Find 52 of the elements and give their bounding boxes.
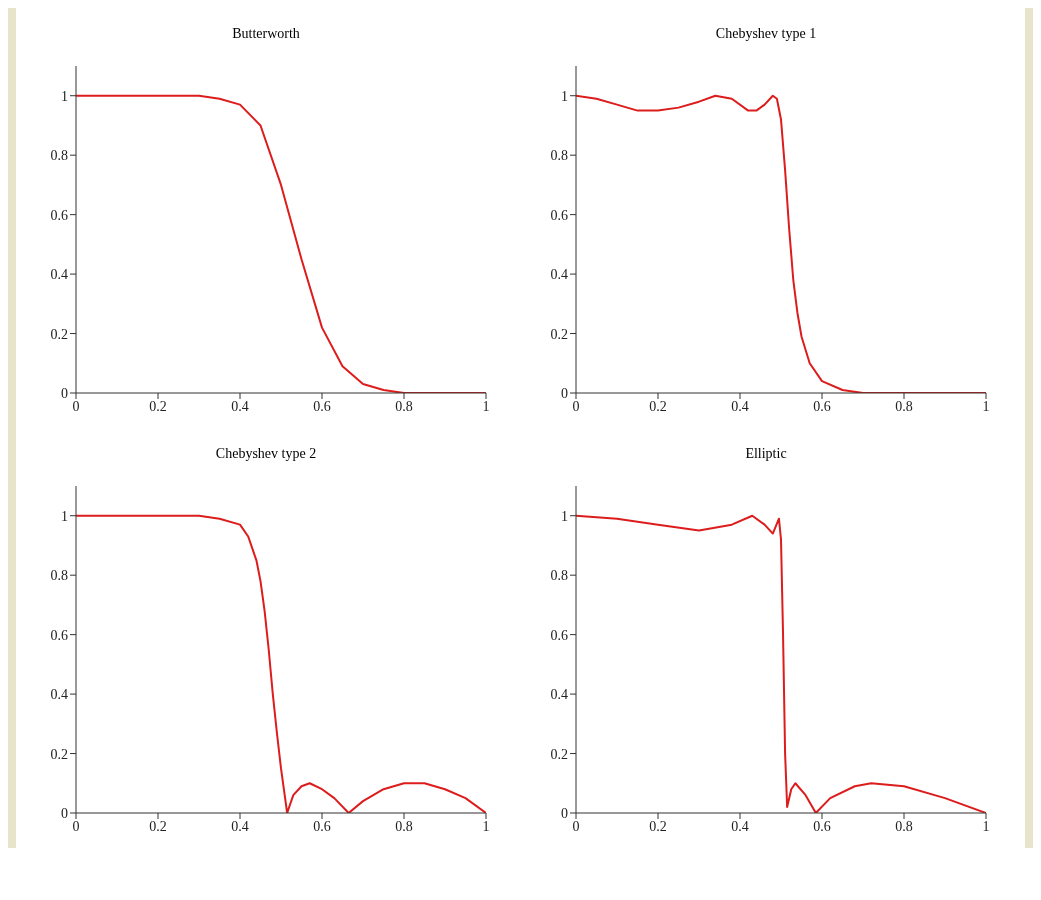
x-tick-label: 0.4	[231, 818, 249, 834]
y-tick-label: 0.6	[50, 207, 68, 223]
y-tick-label: 0.6	[550, 627, 568, 643]
y-tick-label: 0.2	[550, 326, 568, 342]
x-tick-label: 0.2	[649, 398, 667, 414]
y-tick-label: 1	[61, 508, 68, 524]
y-tick-label: 0.2	[50, 326, 68, 342]
x-tick-label: 1	[982, 398, 990, 414]
x-tick-label: 0.2	[149, 398, 167, 414]
y-tick-label: 0.4	[50, 267, 68, 283]
y-tick-label: 0	[561, 805, 568, 821]
y-tick-label: 0.4	[50, 687, 68, 703]
x-tick-label: 0.8	[895, 818, 913, 834]
y-tick-label: 0.8	[550, 568, 568, 584]
y-tick-label: 0.6	[550, 207, 568, 223]
y-tick-label: 1	[561, 508, 568, 524]
x-tick-label: 1	[982, 818, 990, 834]
chart-title: Chebyshev type 2	[214, 445, 318, 463]
x-tick-label: 0.8	[395, 398, 413, 414]
y-tick-label: 0	[61, 385, 68, 401]
y-tick-label: 0.8	[550, 148, 568, 164]
y-tick-label: 0.4	[550, 267, 568, 283]
y-tick-label: 0.6	[50, 627, 68, 643]
x-tick-label: 0	[572, 818, 580, 834]
y-tick-label: 1	[561, 88, 568, 104]
y-tick-label: 1	[61, 88, 68, 104]
y-tick-label: 0.8	[50, 568, 68, 584]
y-tick-label: 0.2	[550, 746, 568, 762]
y-tick-label: 0	[61, 805, 68, 821]
x-tick-label: 1	[482, 818, 490, 834]
chart-title: Elliptic	[744, 445, 788, 463]
chart-title: Butterworth	[231, 25, 301, 43]
x-tick-label: 0.8	[895, 398, 913, 414]
x-tick-label: 0.6	[313, 818, 331, 834]
y-tick-label: 0.4	[550, 687, 568, 703]
x-tick-label: 0.6	[813, 398, 831, 414]
x-tick-label: 1	[482, 398, 490, 414]
x-tick-label: 0.6	[813, 818, 831, 834]
x-tick-label: 0.2	[149, 818, 167, 834]
y-tick-label: 0.2	[50, 746, 68, 762]
x-tick-label: 0	[72, 398, 80, 414]
x-tick-label: 0.4	[731, 818, 749, 834]
x-tick-label: 0	[572, 398, 580, 414]
x-tick-label: 0.2	[649, 818, 667, 834]
x-tick-label: 0.4	[231, 398, 249, 414]
x-tick-label: 0.6	[313, 398, 331, 414]
x-tick-label: 0.8	[395, 818, 413, 834]
y-tick-label: 0	[561, 385, 568, 401]
x-tick-label: 0	[72, 818, 80, 834]
chart-title: Chebyshev type 1	[714, 25, 818, 43]
x-tick-label: 0.4	[731, 398, 749, 414]
y-tick-label: 0.8	[50, 148, 68, 164]
